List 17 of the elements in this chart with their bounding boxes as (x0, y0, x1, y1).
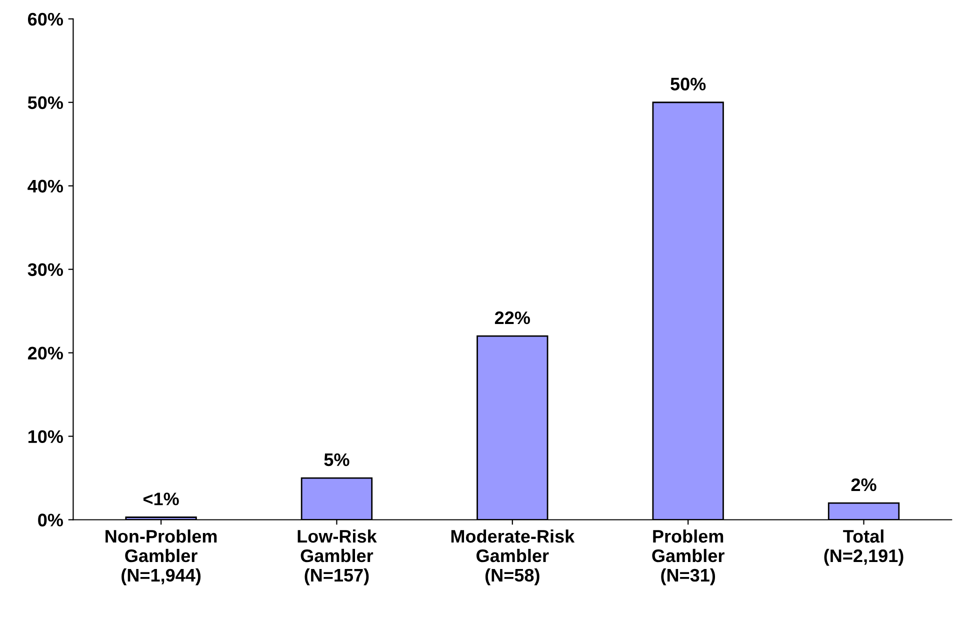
y-tick-label: 60% (28, 12, 64, 26)
data-label: <1% (143, 492, 179, 506)
x-tick-label: Low-Risk Gambler (N=157) (298, 529, 377, 586)
data-label: 22% (494, 311, 530, 324)
data-label: 5% (324, 453, 350, 466)
x-tick-label: Moderate-Risk Gambler (N=58) (451, 529, 575, 586)
x-tick-label: Problem Gambler (N=31) (652, 529, 724, 586)
x-tick-label: Non-Problem Gambler (N=1,944) (106, 529, 217, 586)
y-tick-label: 30% (28, 263, 64, 276)
y-tick-label: 50% (28, 96, 64, 110)
y-tick-label: 0% (38, 514, 63, 526)
data-label: 2% (851, 478, 876, 492)
data-label: 50% (670, 78, 706, 90)
y-tick-label: 10% (28, 430, 64, 443)
y-tick-label: 40% (28, 180, 64, 193)
y-tick-label: 20% (28, 346, 64, 360)
x-tick-label: Total (N=2,191) (824, 529, 904, 566)
